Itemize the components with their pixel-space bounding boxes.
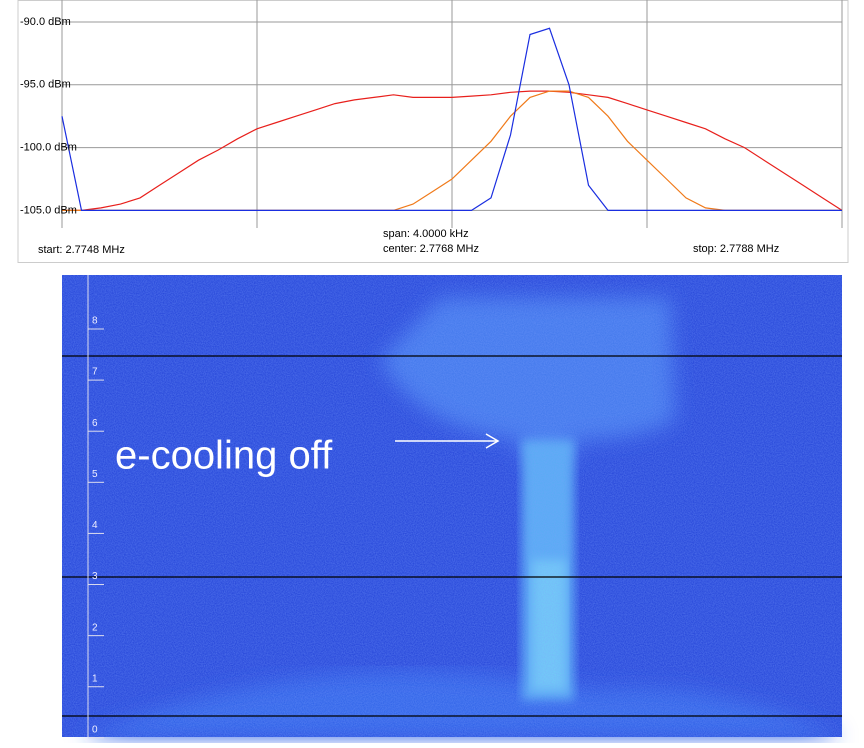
series-line — [61, 27, 842, 211]
annotation: e-cooling off — [115, 434, 333, 478]
y-tick-label: -105.0 dBm — [20, 204, 77, 216]
y-tick-label: 0 — [92, 724, 98, 735]
y-tick-label: 5 — [92, 469, 98, 480]
arrow — [395, 433, 500, 449]
series-line — [62, 90, 843, 211]
y-tick-label: 7 — [92, 367, 98, 378]
center-label: center: 2.7768 MHz — [383, 243, 479, 255]
waterfall-lines — [62, 355, 842, 717]
y-tick-label: 1 — [92, 673, 98, 684]
y-tick-label: 2 — [92, 622, 98, 633]
span-label: span: 4.0000 kHz — [383, 228, 469, 240]
y-tick-label: -90.0 dBm — [20, 16, 71, 28]
y-tick-label: 4 — [92, 520, 98, 531]
waterfall-noise — [62, 275, 842, 737]
y-tick-label: -100.0 dBm — [20, 142, 77, 154]
y-tick-label: 6 — [92, 418, 98, 429]
y-tick-label: -95.0 dBm — [20, 79, 71, 91]
y-tick-label: 3 — [92, 571, 98, 582]
y-tick-label: 8 — [92, 316, 98, 327]
start-label: start: 2.7748 MHz — [38, 244, 125, 256]
stop-label: stop: 2.7788 MHz — [693, 243, 779, 255]
frame — [17, 0, 849, 263]
